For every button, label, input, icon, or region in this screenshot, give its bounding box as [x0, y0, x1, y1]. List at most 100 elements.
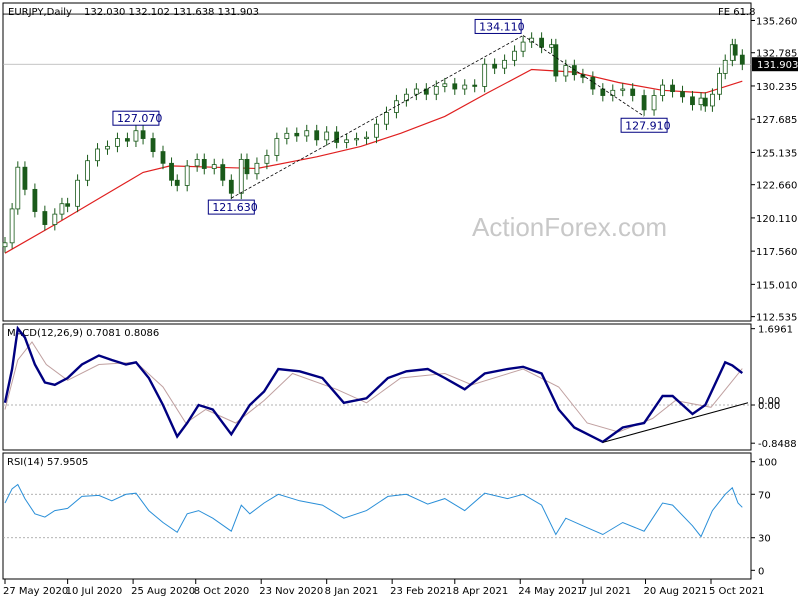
candle [238, 158, 244, 194]
ohlc-label: 132.030 132.102 131.638 131.903 [84, 7, 259, 18]
candle [95, 148, 100, 162]
price-reference-lines [3, 13, 751, 65]
candle [660, 84, 665, 96]
macd-tick-label: 0.00 [758, 396, 780, 407]
date-tick-label: 8 Jan 2021 [325, 586, 379, 597]
candle [722, 59, 728, 74]
rsi-tick-label: 100 [758, 458, 777, 469]
candle [294, 132, 300, 137]
candle [433, 86, 439, 95]
date-tick-label: 10 Jul 2020 [66, 586, 123, 597]
candle [284, 132, 290, 139]
candle [690, 96, 695, 106]
candle [413, 88, 419, 95]
price-tick-label: 135.260 [756, 16, 797, 27]
candle [423, 88, 429, 95]
swing-label-box [207, 199, 255, 215]
candle [140, 130, 146, 139]
candle [462, 84, 468, 90]
candle [549, 44, 554, 48]
candle [115, 138, 120, 147]
candle [710, 93, 715, 107]
candle [105, 145, 110, 150]
candle [125, 138, 130, 142]
candle [52, 213, 58, 225]
candle [539, 37, 545, 48]
price-trendlines [231, 35, 645, 199]
candle [630, 88, 636, 96]
candle [184, 165, 190, 186]
price-candles [2, 32, 745, 253]
date-tick-label: 5 Oct 2021 [709, 586, 764, 597]
price-annotations: 127.070 121.630 134.110 127.910 [112, 18, 671, 215]
candle [150, 138, 156, 152]
candle [2, 242, 8, 248]
candle [739, 54, 745, 65]
candle [254, 162, 260, 175]
rsi-lines [3, 483, 751, 539]
watermark: ActionForex.com [472, 212, 667, 242]
ma-line [4, 68, 743, 254]
price-tick-label: 122.660 [756, 181, 797, 192]
candle [65, 203, 71, 207]
candle [160, 151, 166, 164]
macd-trendline [602, 402, 749, 443]
candle [492, 63, 498, 69]
date-tick-label: 20 Aug 2021 [644, 586, 708, 597]
candle [452, 83, 458, 90]
candle [324, 131, 330, 141]
candle [220, 164, 226, 181]
candle [9, 208, 15, 244]
date-tick-label: 7 Jul 2021 [581, 586, 631, 597]
fib-label: FE 61.8 [718, 7, 756, 18]
candle [228, 179, 234, 194]
price-tick-label: 117.560 [756, 247, 797, 258]
dashed-trendline [231, 35, 524, 199]
swing-label-box [112, 110, 160, 126]
date-tick-label: 8 Oct 2020 [194, 586, 249, 597]
rsi-tick-label: 30 [758, 534, 771, 545]
candle [264, 155, 270, 164]
candle [651, 95, 657, 111]
candle [512, 50, 517, 61]
candle [502, 59, 508, 69]
candle [670, 84, 675, 93]
candle [702, 97, 708, 107]
swing-label-box [620, 117, 668, 133]
last-price-badge [752, 57, 798, 72]
rsi-line [4, 483, 743, 538]
swing-label: 127.070 [117, 112, 163, 125]
date-tick-label: 27 May 2020 [3, 586, 68, 597]
candle [472, 84, 478, 87]
candle [698, 97, 704, 106]
candle [394, 100, 399, 113]
candle [42, 211, 48, 225]
price-tick-label: 112.535 [756, 313, 797, 324]
candle [520, 41, 526, 52]
date-tick-label: 24 May 2021 [518, 586, 583, 597]
rsi-tick-label: 70 [758, 490, 771, 501]
candle [482, 63, 488, 87]
candle [59, 203, 65, 215]
rsi-tick-label: 0 [758, 566, 764, 577]
price-tick-label: 132.785 [756, 49, 797, 60]
price-tick-label: 115.010 [756, 280, 797, 291]
price-tick-label: 127.685 [756, 115, 797, 126]
rsi-axis: 100 70 30 0 [751, 458, 777, 577]
candle [344, 139, 350, 143]
candle [334, 131, 340, 143]
candle [174, 179, 180, 186]
candle [169, 162, 174, 181]
candle [563, 65, 569, 77]
macd-tick-label: 1.6961 [758, 325, 793, 336]
candle [529, 37, 535, 43]
candle [201, 158, 207, 169]
candle [732, 44, 738, 56]
swing-label-box [474, 18, 522, 34]
candle [354, 138, 359, 141]
symbol-label: EURJPY,Daily [8, 7, 72, 18]
swing-label: 121.630 [212, 201, 258, 214]
